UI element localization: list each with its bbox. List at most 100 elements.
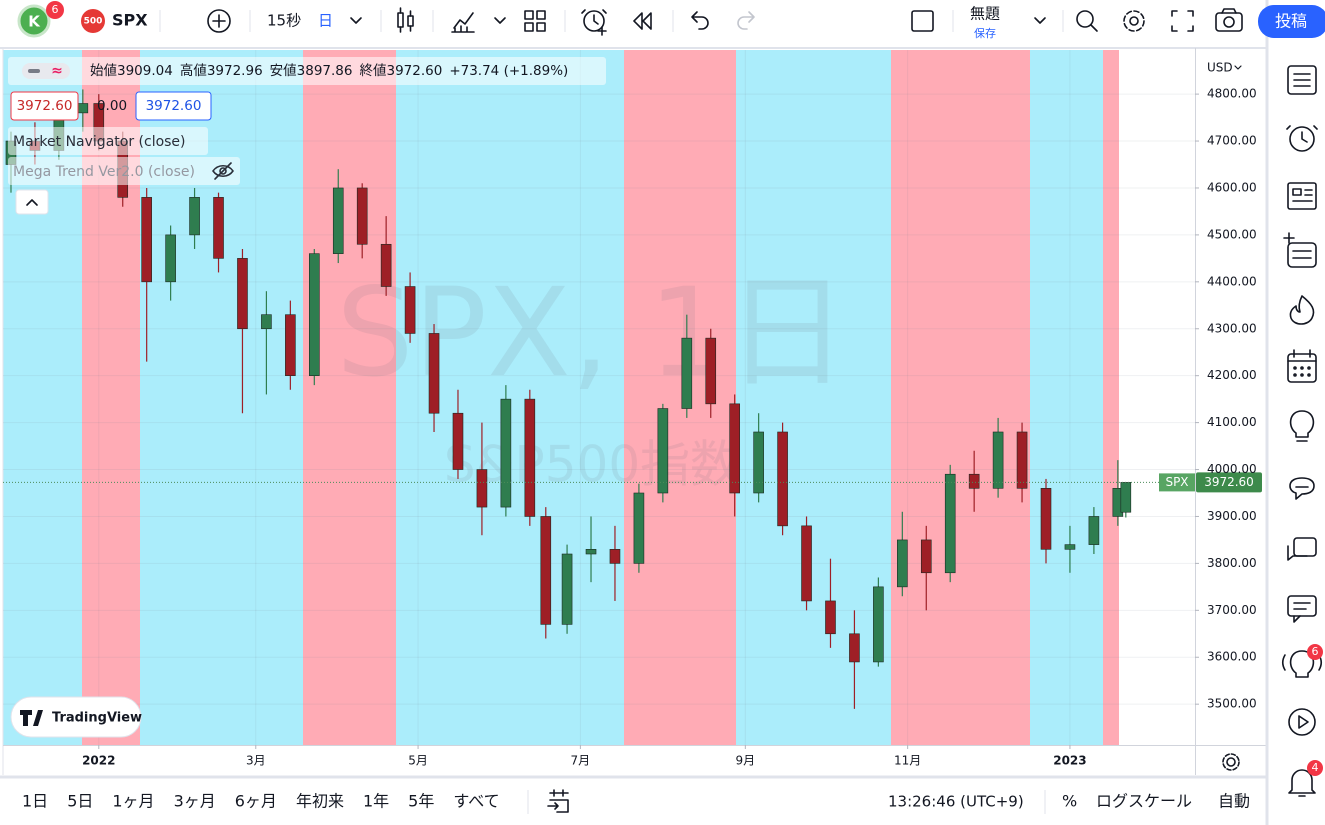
candle-type-icon[interactable] xyxy=(397,7,414,33)
range-button[interactable]: 3ヶ月 xyxy=(174,792,216,811)
indicator-row[interactable] xyxy=(8,127,208,155)
y-tick-label: 4200.00 xyxy=(1207,368,1257,382)
ohlc-value: 3972.60 xyxy=(386,63,442,79)
auto-scale-toggle[interactable]: 自動 xyxy=(1218,792,1250,811)
publish-button[interactable] xyxy=(1258,5,1325,38)
watermark-description: S&P500指数 xyxy=(444,436,740,494)
data-window-icon[interactable] xyxy=(1283,232,1317,268)
chevron[interactable] xyxy=(350,17,362,24)
percent-toggle[interactable]: % xyxy=(1062,792,1077,811)
y-tick-label: 3700.00 xyxy=(1207,603,1257,617)
candle-body xyxy=(476,469,488,508)
avatar[interactable] xyxy=(17,4,51,38)
candle-body xyxy=(540,516,552,625)
x-tick-label: 5月 xyxy=(408,754,428,768)
chevron[interactable] xyxy=(1034,17,1046,24)
candle-body xyxy=(428,333,440,414)
collapse-legend[interactable] xyxy=(15,189,49,215)
candle-body xyxy=(609,549,621,564)
snapshot-icon[interactable] xyxy=(1215,8,1243,32)
logo-box[interactable] xyxy=(10,696,142,738)
chats-icon[interactable] xyxy=(1289,477,1315,500)
input-box[interactable] xyxy=(135,91,212,121)
candle-body xyxy=(849,633,860,663)
notifications-icon[interactable] xyxy=(1288,769,1316,797)
ohlc-label: 終値 xyxy=(359,63,386,79)
range-button[interactable]: 6ヶ月 xyxy=(235,792,277,811)
watchlist-icon[interactable] xyxy=(1287,65,1317,95)
y-tick-label: 4300.00 xyxy=(1207,321,1257,335)
calendar-icon[interactable] xyxy=(1287,349,1317,383)
last-price: SPX 3972.60 xyxy=(3,472,1262,493)
search-icon[interactable] xyxy=(1076,10,1098,32)
last-price: 3972.60 xyxy=(1204,475,1254,489)
range-button[interactable]: 1年 xyxy=(363,792,389,811)
range-button[interactable]: すべて xyxy=(453,792,499,811)
undo-icon[interactable] xyxy=(691,11,709,30)
hotlists-icon[interactable] xyxy=(1289,295,1315,325)
legend-toggle-part xyxy=(28,69,40,73)
messages-icon[interactable] xyxy=(1287,537,1317,561)
range-button[interactable]: 1日 xyxy=(22,792,48,811)
candle-body xyxy=(920,539,932,574)
save-status[interactable]: 保存 xyxy=(974,26,996,40)
chart-interval[interactable]: 日 xyxy=(318,12,333,30)
fullscreen-icon[interactable] xyxy=(1171,10,1194,32)
news-icon[interactable] xyxy=(1287,182,1317,210)
replay-icon[interactable] xyxy=(633,12,652,30)
add-symbol-icon[interactable] xyxy=(207,9,231,33)
candle-body xyxy=(1040,488,1052,550)
candle-body xyxy=(873,586,884,663)
input-value: 3972.60 xyxy=(17,98,73,114)
candle-body xyxy=(189,197,200,236)
x-tick-label: 3月 xyxy=(246,754,266,768)
chevron[interactable] xyxy=(494,17,506,24)
candle-body xyxy=(1064,544,1076,550)
goto-date-icon[interactable] xyxy=(547,789,569,813)
streams-icon[interactable] xyxy=(1288,708,1316,736)
input-box[interactable] xyxy=(10,91,79,121)
y-tick-label: 4000.00 xyxy=(1207,462,1257,476)
indicator-name: Mega Trend Ver2.0 (close) xyxy=(13,164,195,180)
symbol[interactable]: SPX xyxy=(112,11,148,30)
y-tick-label: 4700.00 xyxy=(1207,134,1257,148)
alerts-icon[interactable] xyxy=(1286,125,1318,152)
clock[interactable]: 13:26:46 (UTC+9) xyxy=(888,793,1024,811)
candle-body xyxy=(165,234,176,283)
candle-body xyxy=(1016,431,1028,489)
candle-body xyxy=(561,553,573,625)
axis-settings-icon[interactable] xyxy=(1222,753,1240,771)
band xyxy=(624,50,736,745)
x-tick-label: 2023 xyxy=(1053,754,1086,768)
range-button[interactable]: 5年 xyxy=(408,792,434,811)
layout-icon[interactable] xyxy=(524,10,546,32)
range-button[interactable]: 1ヶ月 xyxy=(112,792,154,811)
currency[interactable]: USD xyxy=(1207,61,1233,75)
candle-body xyxy=(141,197,152,283)
fullscreen-toggle[interactable] xyxy=(911,10,934,32)
interval[interactable]: 15秒 xyxy=(267,12,301,30)
range-button[interactable]: 年初来 xyxy=(296,792,344,811)
log-scale-toggle[interactable]: ログスケール xyxy=(1096,792,1192,811)
alert-icon[interactable] xyxy=(581,9,607,36)
range-button[interactable]: 5日 xyxy=(67,792,93,811)
candle-body xyxy=(77,103,89,114)
hidden-icon[interactable] xyxy=(212,162,234,180)
ideas-icon[interactable] xyxy=(1289,410,1315,442)
x-tick-label: 2022 xyxy=(82,754,115,768)
indicator-row[interactable] xyxy=(8,157,240,185)
comments-icon[interactable] xyxy=(1287,595,1317,623)
candle-body xyxy=(380,243,392,287)
candle-body xyxy=(801,525,812,602)
legend-toggle[interactable] xyxy=(22,63,70,79)
layout-name[interactable]: 無題 xyxy=(970,5,1000,23)
badge xyxy=(1307,644,1323,660)
indicator-icon[interactable] xyxy=(451,12,475,33)
symbol-icon-text: 500 xyxy=(84,17,103,27)
settings-icon[interactable] xyxy=(1123,10,1145,32)
badge xyxy=(46,1,64,19)
candle-body xyxy=(1120,482,1132,513)
collapse-icon xyxy=(26,199,38,206)
